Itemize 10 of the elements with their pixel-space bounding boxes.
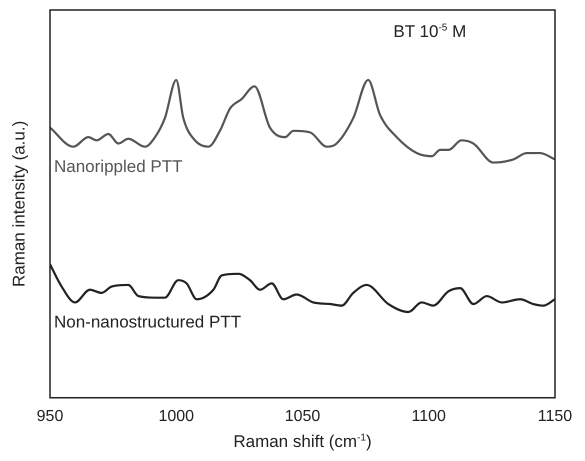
x-tick-label: 1150 [538,408,572,425]
x-tick-label: 1000 [158,408,194,425]
series-label: Non-nanostructured PTT [54,312,242,332]
x-tick-label: 1100 [412,408,446,425]
x-tick-label: 1050 [284,408,320,425]
text: BT 10$^{-5}$ M [393,22,466,42]
series-label: Nanorippled PTT [54,156,183,176]
x-tick-label: 950 [36,408,64,425]
y-axis-title: Raman intensity (a.u.) [10,120,29,288]
x-axis-title: Raman shift (cm$^{-1}$) [233,432,372,452]
